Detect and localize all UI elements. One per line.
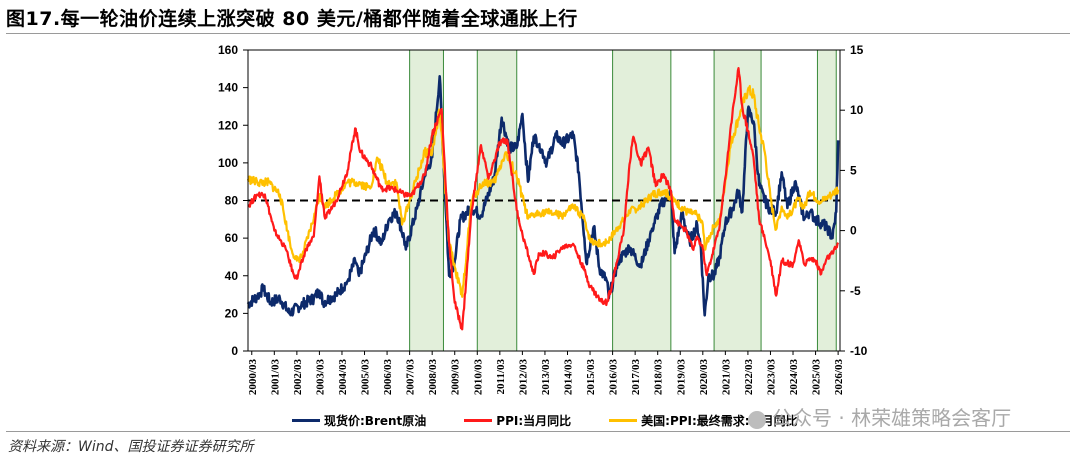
watermark-text: 公众号 · 林荣雄策略会客厅 <box>772 406 1012 430</box>
x-tick-label: 2011/03 <box>495 359 507 395</box>
x-axis: 2000/03 2001/03 2002/03 2003/03 2004/03 2005/… <box>247 351 845 395</box>
x-tick-label: 2013/03 <box>540 359 552 396</box>
y-left-tick-label: 140 <box>218 81 238 95</box>
x-tick-label: 2002/03 <box>292 359 304 396</box>
legend-label-brent: 现货价:Brent原油 <box>324 414 427 428</box>
y-right-tick-label: 0 <box>850 224 857 238</box>
chart-legend: 现货价:Brent原油 PPI:当月同比 美国:PPI:最终需求:当月同比 <box>292 412 798 429</box>
y-left-tick-label: 80 <box>225 194 239 208</box>
x-tick-label: 2008/03 <box>427 359 439 396</box>
x-tick-label: 2026/03 <box>833 359 845 396</box>
x-tick-label: 2024/03 <box>788 359 800 396</box>
x-tick-label: 2017/03 <box>630 359 642 396</box>
series-line-2 <box>247 67 840 331</box>
x-tick-label: 2000/03 <box>247 359 259 396</box>
y-right-tick-label: 10 <box>850 103 864 117</box>
y-right-tick-label: 15 <box>850 43 864 57</box>
legend-label-ppi: PPI:当月同比 <box>496 414 572 428</box>
x-tick-label: 2020/03 <box>698 359 710 396</box>
watermark: 公众号 · 林荣雄策略会客厅 <box>748 402 1011 431</box>
y-right-tick-label: 5 <box>850 163 857 177</box>
x-tick-label: 2003/03 <box>314 359 326 396</box>
chart-title: 图17.每一轮油价连续上涨突破 80 美元/桶都伴随着全球通胀上行 <box>6 8 578 30</box>
x-tick-label: 2005/03 <box>360 359 372 396</box>
y-axis-right: -10 -5 0 5 10 15 <box>840 43 868 358</box>
x-tick-label: 2009/03 <box>450 359 462 396</box>
legend-swatch-brent <box>292 419 320 422</box>
x-tick-label: 2023/03 <box>765 359 777 396</box>
x-tick-label: 2001/03 <box>269 359 281 396</box>
legend-item-brent: 现货价:Brent原油 <box>292 412 426 429</box>
series-line-3 <box>246 84 840 298</box>
y-left-tick-label: 0 <box>231 344 238 358</box>
x-tick-label: 2021/03 <box>720 359 732 396</box>
series-lines <box>246 67 840 331</box>
x-tick-label: 2014/03 <box>562 359 574 396</box>
legend-swatch-ppi <box>464 419 493 422</box>
series-line-1 <box>246 75 840 317</box>
x-tick-label: 2025/03 <box>811 359 823 396</box>
y-left-tick-label: 40 <box>225 269 239 283</box>
x-tick-label: 2015/03 <box>585 359 597 396</box>
x-tick-label: 2007/03 <box>405 359 417 396</box>
y-left-tick-label: 120 <box>218 118 238 132</box>
x-tick-label: 2022/03 <box>743 359 755 396</box>
source-note: 资料来源：Wind、国投证券证券研究所 <box>8 439 254 455</box>
footer-divider <box>6 431 1070 432</box>
x-tick-label: 2019/03 <box>675 359 687 396</box>
x-tick-label: 2006/03 <box>382 359 394 396</box>
y-axis-left: 0 20 40 60 80 100 120 140 160 <box>218 43 248 358</box>
x-tick-label: 2004/03 <box>337 359 349 396</box>
x-tick-label: 2010/03 <box>472 359 484 396</box>
x-tick-label: 2016/03 <box>608 359 620 396</box>
title-divider <box>6 33 1070 34</box>
y-left-tick-label: 60 <box>225 231 239 245</box>
y-left-tick-label: 100 <box>218 156 238 170</box>
legend-swatch-us-ppi <box>609 419 638 422</box>
x-tick-label: 2018/03 <box>653 359 665 396</box>
y-left-tick-label: 20 <box>225 306 239 320</box>
legend-item-ppi: PPI:当月同比 <box>464 412 571 429</box>
y-right-tick-label: -10 <box>850 344 868 358</box>
wechat-icon <box>748 410 766 429</box>
x-tick-label: 2012/03 <box>517 359 529 396</box>
y-right-tick-label: -5 <box>850 284 861 298</box>
y-left-tick-label: 160 <box>218 43 238 57</box>
